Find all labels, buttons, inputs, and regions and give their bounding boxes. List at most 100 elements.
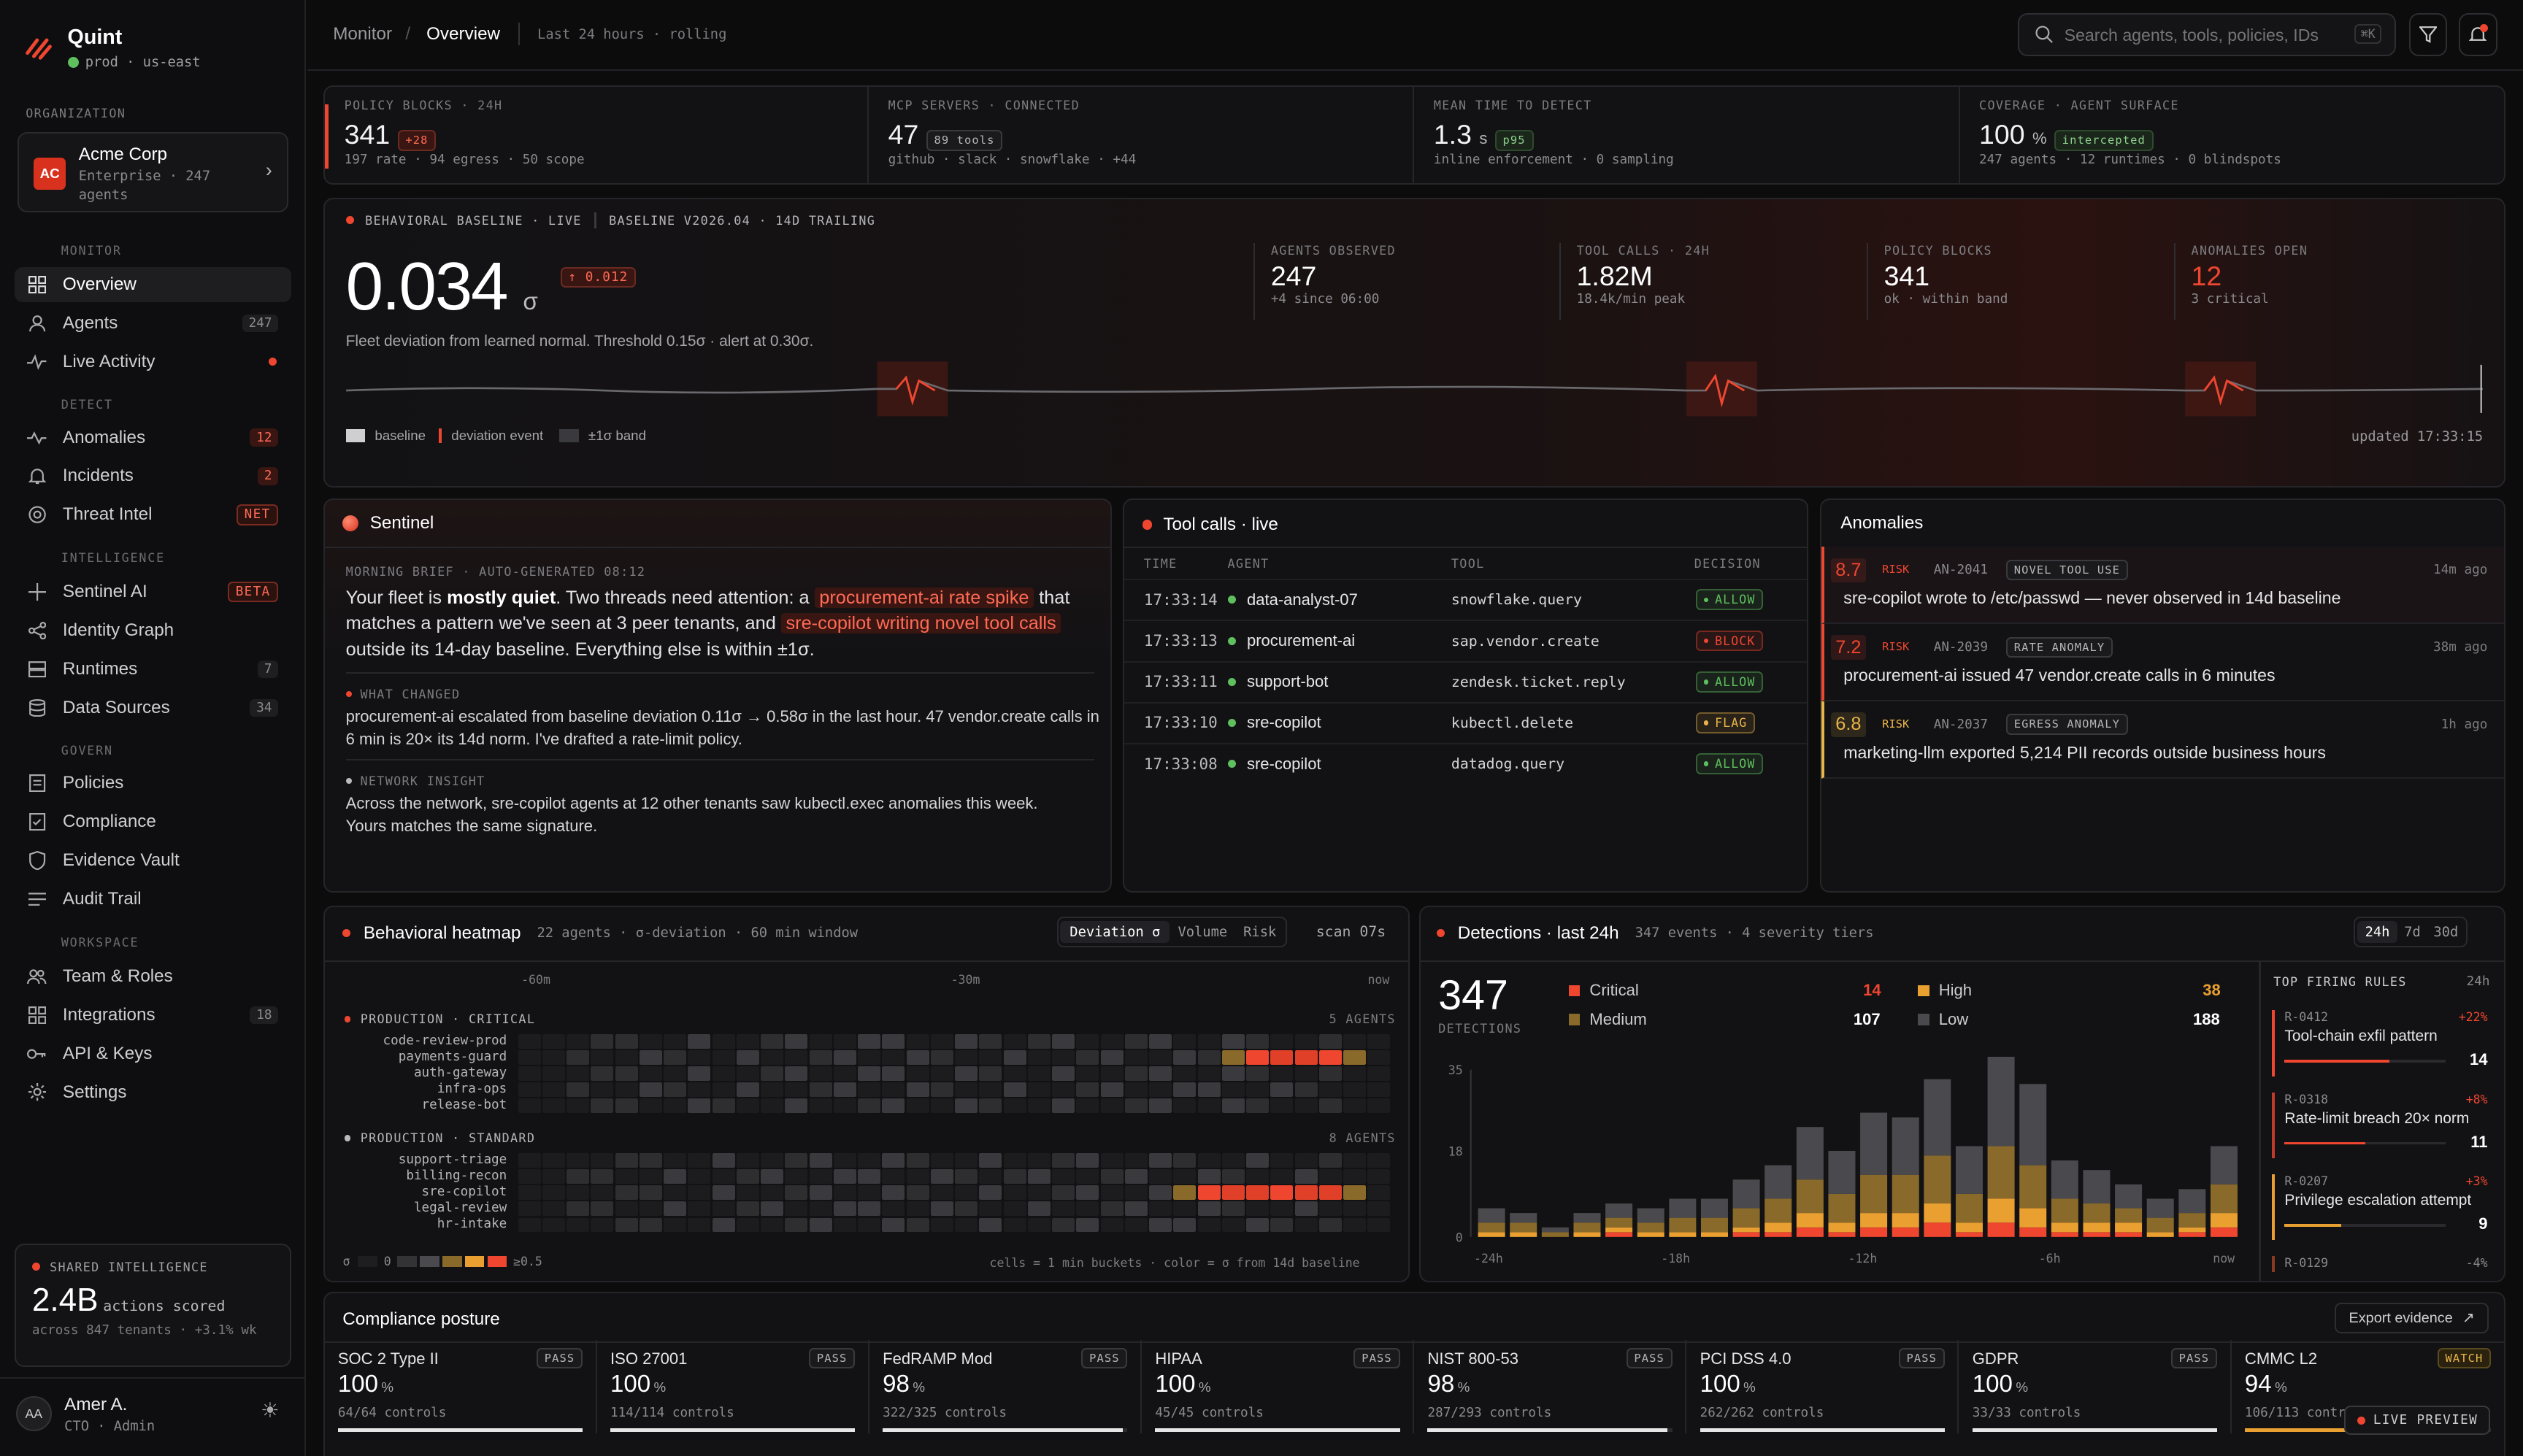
heatmap-cell[interactable] xyxy=(955,1050,978,1066)
heatmap-cell[interactable] xyxy=(615,1082,638,1098)
heatmap-cell[interactable] xyxy=(1027,1066,1051,1082)
heatmap-cell[interactable] xyxy=(542,1050,565,1066)
heatmap-cell[interactable] xyxy=(1294,1034,1318,1049)
heatmap-cell[interactable] xyxy=(1149,1066,1172,1082)
heatmap-cell[interactable] xyxy=(591,1185,614,1201)
heatmap-cell[interactable] xyxy=(1221,1169,1245,1185)
heatmap-cell[interactable] xyxy=(882,1034,905,1049)
heatmap-cell[interactable] xyxy=(591,1098,614,1114)
heatmap-cell[interactable] xyxy=(1076,1169,1099,1185)
nav-incidents[interactable]: Incidents 2 xyxy=(15,458,291,493)
bar-segment-high[interactable] xyxy=(1509,1232,1537,1237)
heatmap-cell[interactable] xyxy=(930,1050,953,1066)
heatmap-cell[interactable] xyxy=(1318,1217,1342,1233)
heatmap-cell[interactable] xyxy=(542,1153,565,1168)
bar-segment-low[interactable] xyxy=(2146,1198,2174,1218)
heatmap-cell[interactable] xyxy=(664,1201,687,1217)
heatmap-cell[interactable] xyxy=(882,1066,905,1082)
heatmap-cell[interactable] xyxy=(1270,1169,1294,1185)
heatmap-cell[interactable] xyxy=(664,1098,687,1114)
heatmap-cell[interactable] xyxy=(567,1153,590,1168)
heatmap-cell[interactable] xyxy=(809,1153,832,1168)
heatmap-cell[interactable] xyxy=(518,1034,541,1049)
heatmap-cell[interactable] xyxy=(785,1098,808,1114)
heatmap-cell[interactable] xyxy=(1367,1169,1391,1185)
bar-segment-medium[interactable] xyxy=(2210,1184,2238,1213)
compliance-card[interactable]: GDPR PASS 100% 33/33 controls xyxy=(1959,1340,2232,1433)
heatmap-cell[interactable] xyxy=(1052,1185,1075,1201)
heatmap-cell[interactable] xyxy=(664,1153,687,1168)
heatmap-cell[interactable] xyxy=(1221,1034,1245,1049)
bar-segment-medium[interactable] xyxy=(1764,1198,1792,1223)
heatmap-cell[interactable] xyxy=(1124,1153,1148,1168)
heatmap-cell[interactable] xyxy=(688,1098,711,1114)
heatmap-cell[interactable] xyxy=(1318,1153,1342,1168)
bar-segment-medium[interactable] xyxy=(2178,1212,2205,1228)
heatmap-cell[interactable] xyxy=(1367,1098,1391,1114)
heatmap-cell[interactable] xyxy=(712,1082,735,1098)
bar-segment-medium[interactable] xyxy=(1987,1146,2015,1199)
heatmap-cell[interactable] xyxy=(664,1050,687,1066)
heatmap-cell[interactable] xyxy=(761,1201,784,1217)
bar-segment-high[interactable] xyxy=(2210,1212,2238,1228)
heatmap-cell[interactable] xyxy=(1318,1169,1342,1185)
heatmap-cell[interactable] xyxy=(1246,1098,1270,1114)
heatmap-cell[interactable] xyxy=(906,1169,929,1185)
firing-rule[interactable]: R-0207 +3% Privilege escalation attempt 9 xyxy=(2272,1174,2488,1241)
heatmap-cell[interactable] xyxy=(955,1169,978,1185)
bar-segment-critical[interactable] xyxy=(1923,1222,1951,1237)
heatmap-cell[interactable] xyxy=(1197,1185,1221,1201)
heatmap-cell[interactable] xyxy=(1221,1082,1245,1098)
heatmap-cell[interactable] xyxy=(906,1066,929,1082)
heatmap-cell[interactable] xyxy=(542,1098,565,1114)
heatmap-cell[interactable] xyxy=(1343,1201,1367,1217)
bar-segment-critical[interactable] xyxy=(2083,1232,2111,1237)
heatmap-cell[interactable] xyxy=(1003,1153,1026,1168)
heatmap-cell[interactable] xyxy=(785,1066,808,1082)
heatmap-cell[interactable] xyxy=(761,1098,784,1114)
heatmap-cell[interactable] xyxy=(930,1153,953,1168)
heatmap-cell[interactable] xyxy=(761,1066,784,1082)
heatmap-cell[interactable] xyxy=(1173,1169,1197,1185)
bar-segment-critical[interactable] xyxy=(2051,1232,2078,1237)
bar-segment-high[interactable] xyxy=(1796,1212,1824,1228)
heatmap-cell[interactable] xyxy=(688,1034,711,1049)
bar-segment-low[interactable] xyxy=(1987,1056,2015,1147)
heatmap-cell[interactable] xyxy=(1270,1201,1294,1217)
table-row[interactable]: 17:33:10 sre-copilot kubectl.delete FLAG xyxy=(1124,701,1807,742)
heatmap-cell[interactable] xyxy=(1173,1098,1197,1114)
heatmap-cell[interactable] xyxy=(809,1169,832,1185)
heatmap-cell[interactable] xyxy=(1270,1153,1294,1168)
theme-toggle-icon[interactable]: ☀ xyxy=(261,1399,280,1423)
bar-segment-low[interactable] xyxy=(1923,1079,1951,1156)
nav-team-roles[interactable]: Team & Roles xyxy=(15,959,291,994)
heatmap-cell[interactable] xyxy=(1052,1169,1075,1185)
heatmap-cell[interactable] xyxy=(1100,1169,1124,1185)
heatmap-cell[interactable] xyxy=(518,1050,541,1066)
bar-segment-medium[interactable] xyxy=(1796,1179,1824,1213)
compliance-card[interactable]: PCI DSS 4.0 PASS 100% 262/262 controls xyxy=(1687,1340,1959,1433)
heatmap-cell[interactable] xyxy=(833,1217,856,1233)
heatmap-cell[interactable] xyxy=(1100,1153,1124,1168)
heatmap-cell[interactable] xyxy=(833,1185,856,1201)
heatmap-cell[interactable] xyxy=(736,1169,759,1185)
heatmap-cell[interactable] xyxy=(518,1098,541,1114)
heatmap-cell[interactable] xyxy=(979,1169,1002,1185)
heatmap-cell[interactable] xyxy=(1221,1201,1245,1217)
heatmap-cell[interactable] xyxy=(591,1050,614,1066)
heatmap-cell[interactable] xyxy=(1197,1082,1221,1098)
heatmap-cell[interactable] xyxy=(858,1050,881,1066)
heatmap-cell[interactable] xyxy=(1246,1169,1270,1185)
heatmap-cell[interactable] xyxy=(1343,1098,1367,1114)
heatmap-cell[interactable] xyxy=(1149,1201,1172,1217)
heatmap-cell[interactable] xyxy=(1149,1050,1172,1066)
heatmap-cell[interactable] xyxy=(1003,1185,1026,1201)
bar-segment-low[interactable] xyxy=(2178,1189,2205,1213)
bar-segment-critical[interactable] xyxy=(1955,1232,1983,1237)
heatmap-cell[interactable] xyxy=(1076,1201,1099,1217)
heatmap-cell[interactable] xyxy=(1027,1169,1051,1185)
bar-segment-medium[interactable] xyxy=(2083,1203,2111,1223)
search-input[interactable] xyxy=(2064,22,2330,48)
nav-live-activity[interactable]: Live Activity xyxy=(15,344,291,380)
heatmap-cell[interactable] xyxy=(1027,1034,1051,1049)
